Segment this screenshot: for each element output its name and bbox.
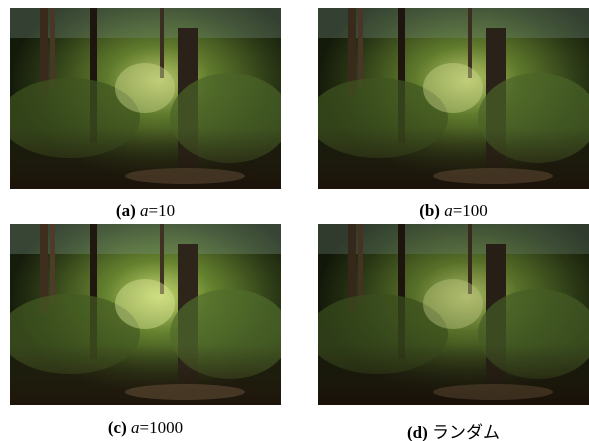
photo [318, 8, 589, 189]
photo [318, 224, 589, 405]
photo [10, 8, 281, 189]
caption-variable: a [131, 418, 140, 437]
caption-text: =1000 [140, 418, 184, 437]
caption: (a) a=10 [10, 201, 281, 221]
caption-variable: a [444, 201, 453, 220]
caption-label: (d) [407, 423, 428, 441]
caption-text: ランダム [432, 423, 500, 441]
photo [10, 224, 281, 405]
caption-label: (a) [116, 201, 136, 220]
caption-label: (c) [108, 418, 127, 437]
caption-text: =10 [148, 201, 175, 220]
caption-text: =100 [453, 201, 488, 220]
caption: (c) a=1000 [10, 418, 281, 438]
caption: (b) a=100 [318, 201, 589, 221]
figure: (a) a=10 (b) a=100 (c) a=1000 (d) ランダム [0, 0, 589, 441]
caption-label: (b) [419, 201, 440, 220]
caption: (d) ランダム [318, 418, 589, 441]
